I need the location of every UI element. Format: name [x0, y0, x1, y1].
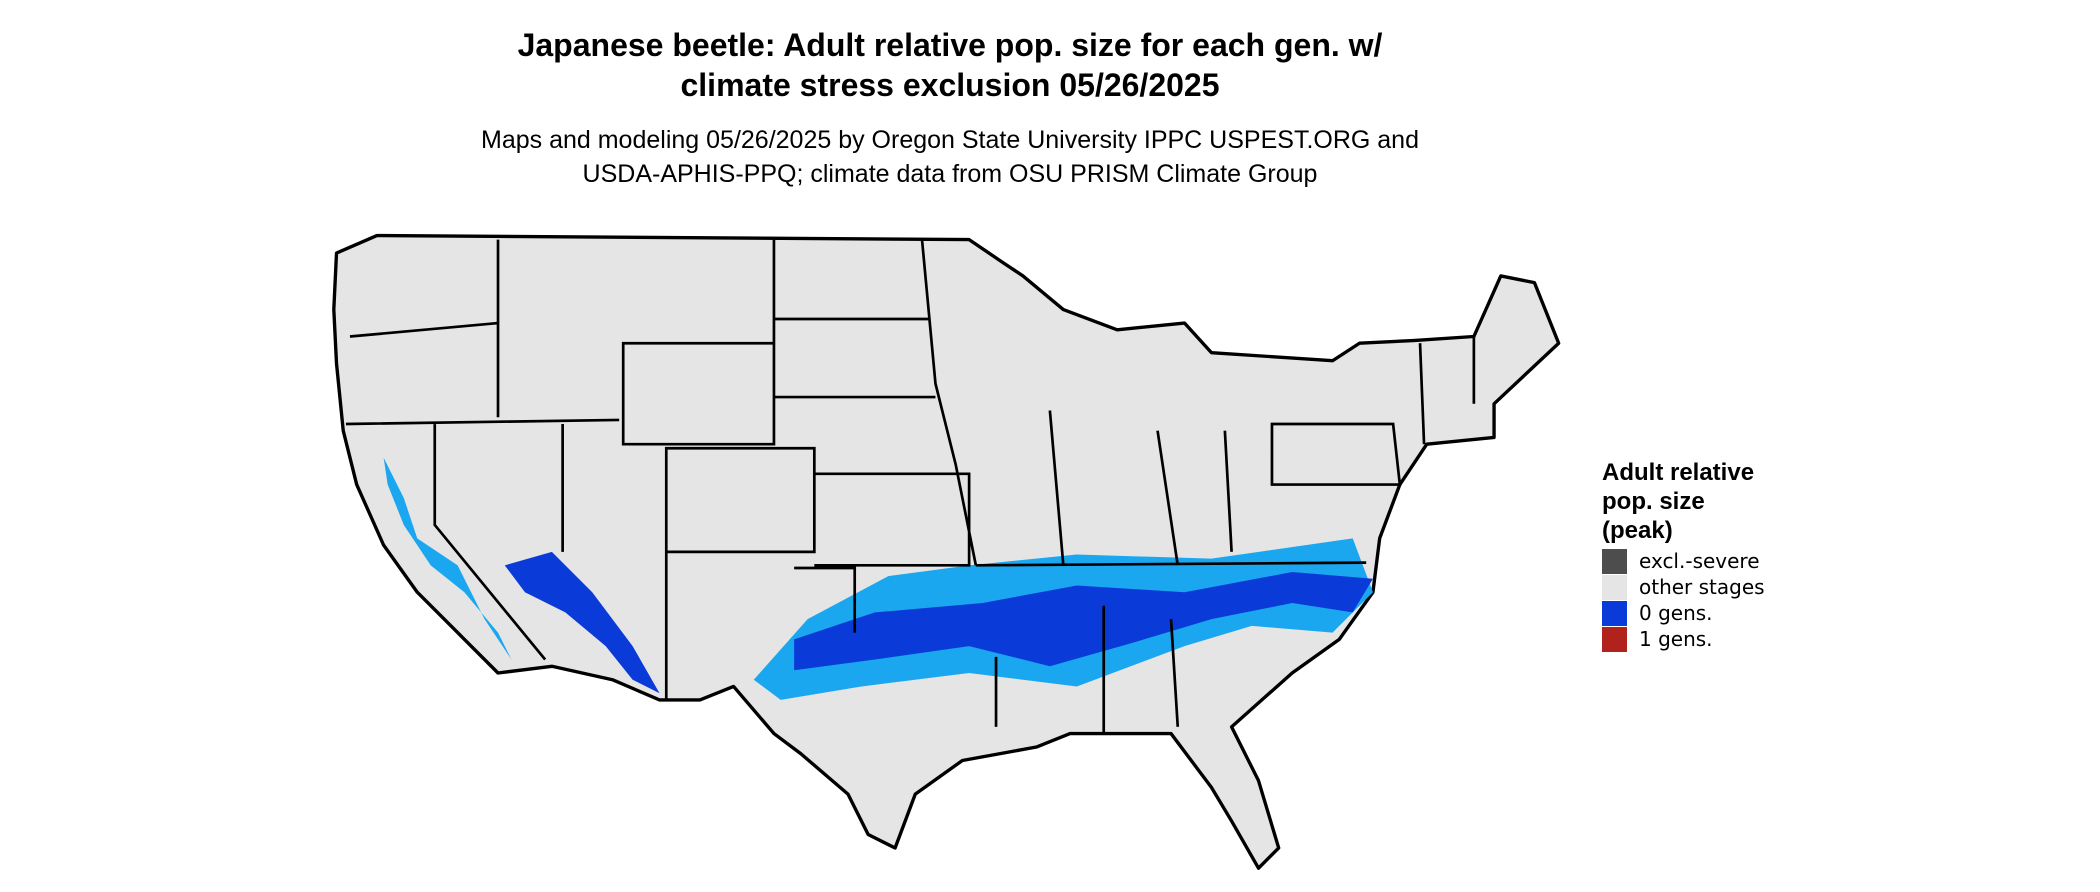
- legend-label: other stages: [1639, 575, 1765, 599]
- band-west: [383, 457, 512, 660]
- legend-label: 1 gens.: [1639, 627, 1713, 651]
- legend-title: Adult relative: [1602, 459, 1754, 486]
- legend-swatch: [1602, 627, 1627, 652]
- subtitle: USDA-APHIS-PPQ; climate data from OSU PR…: [583, 160, 1318, 188]
- pop-band: [383, 457, 1373, 700]
- legend-swatch: [1602, 575, 1627, 600]
- legend-label: 0 gens.: [1639, 601, 1713, 625]
- legend-swatch: [1602, 601, 1627, 626]
- title: climate stress exclusion 05/26/2025: [680, 67, 1219, 103]
- band-sw: [504, 551, 660, 694]
- legend-title: (peak): [1602, 517, 1673, 544]
- band-dark: [794, 572, 1373, 671]
- subtitle: Maps and modeling 05/26/2025 by Oregon S…: [481, 126, 1419, 154]
- us-outline: [332, 233, 1561, 870]
- legend-title: pop. size: [1602, 488, 1705, 515]
- map: [332, 233, 1561, 870]
- title: Japanese beetle: Adult relative pop. siz…: [518, 27, 1383, 63]
- state-lines: [345, 239, 1476, 734]
- legend-label: excl.-severe: [1639, 549, 1760, 573]
- legend-swatch: [1602, 549, 1627, 574]
